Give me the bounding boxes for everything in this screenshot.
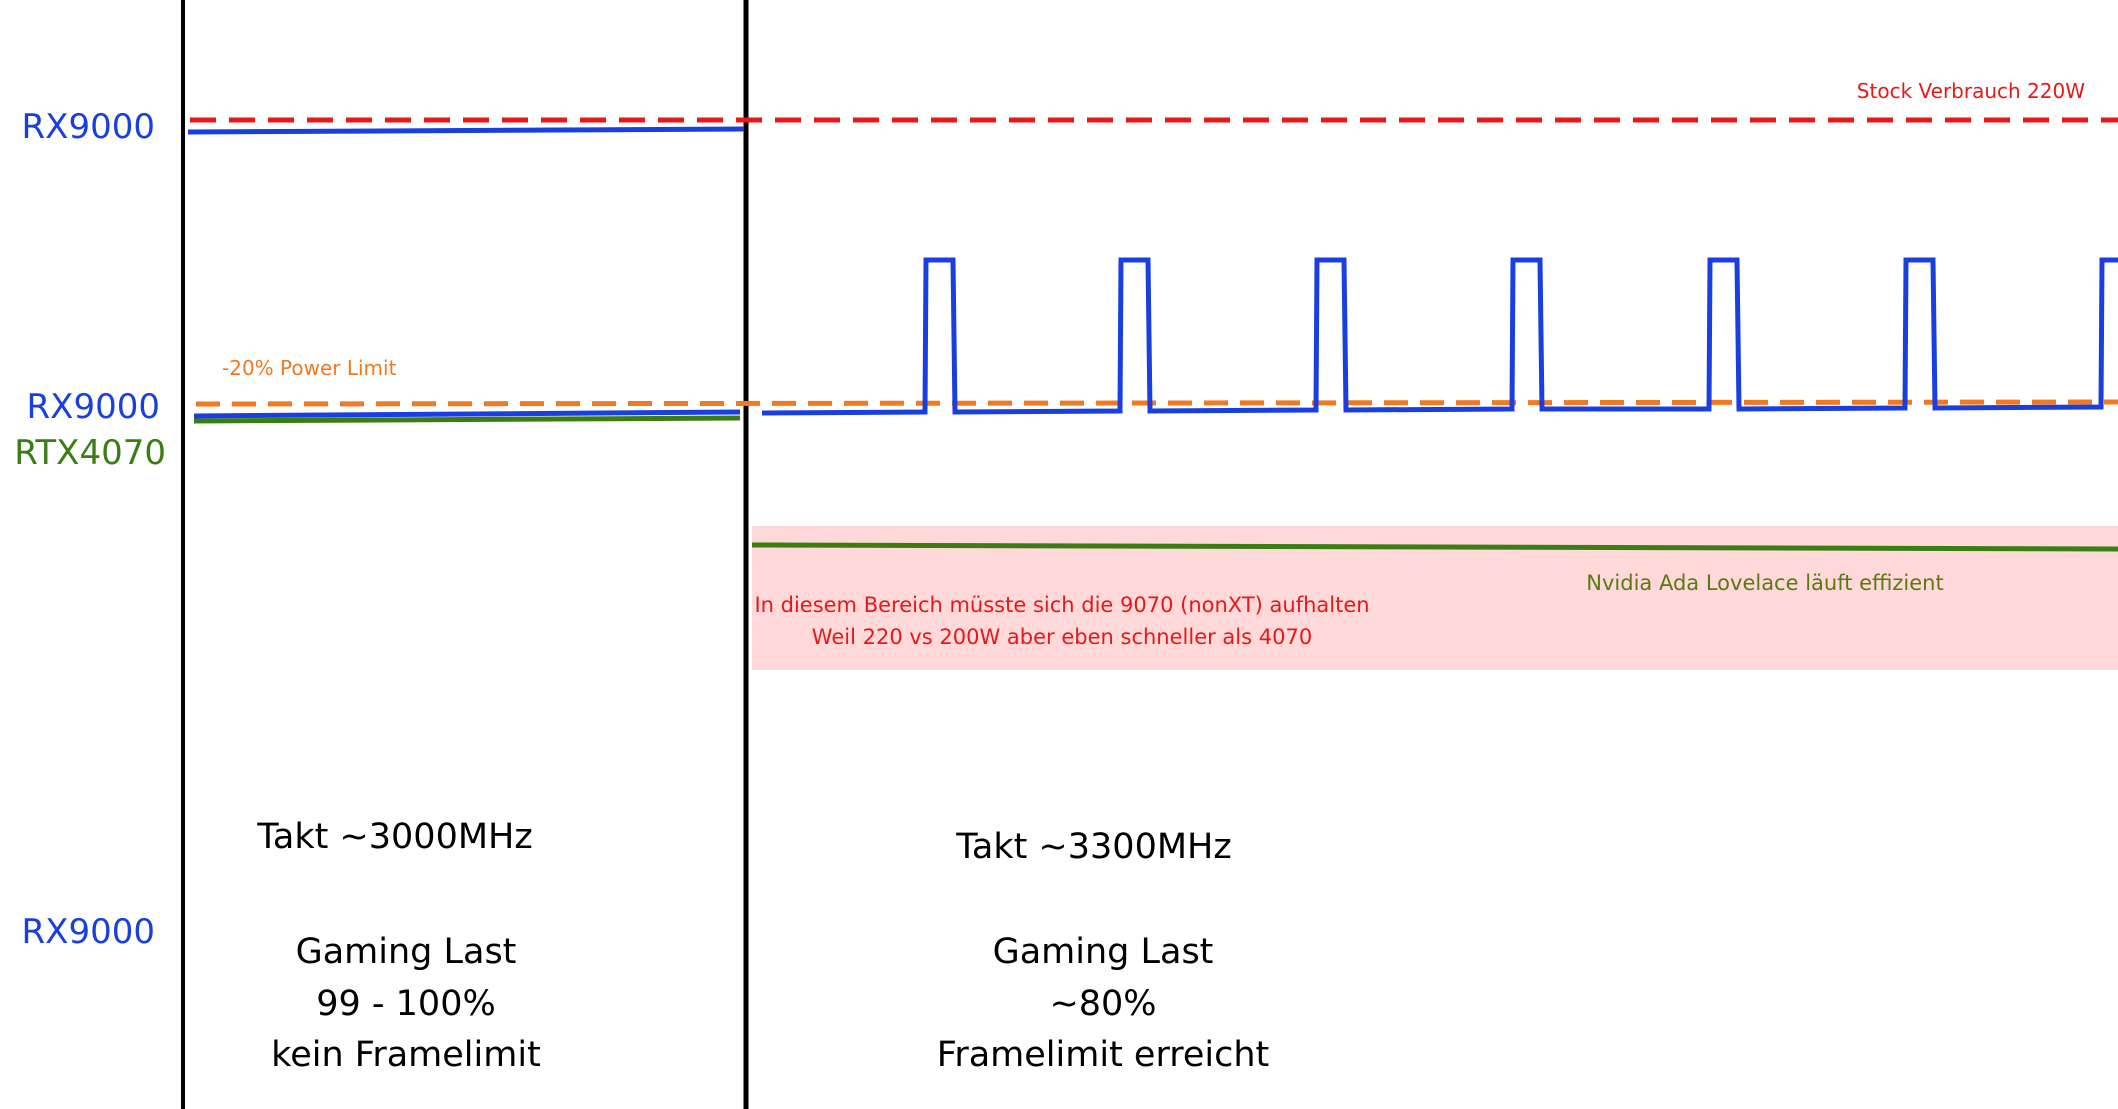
rtx4070-line	[193, 415, 741, 424]
left-frame-note: kein Framelimit	[271, 1035, 541, 1075]
left-panel-info: Takt ~3000MHz Gaming Last 99 - 100% kein…	[256, 817, 541, 1075]
power-limit-line	[195, 399, 2118, 407]
region-text-line2: Weil 220 vs 200W aber eben schneller als…	[812, 625, 1312, 649]
right-frame-note: Framelimit erreicht	[937, 1035, 1270, 1075]
nvidia-note: Nvidia Ada Lovelace läuft effizient	[1586, 571, 1943, 595]
stock-power-label: Stock Verbrauch 220W	[1857, 79, 2085, 103]
power-limit-label: -20% Power Limit	[222, 356, 397, 380]
right-load-title: Gaming Last	[993, 932, 1214, 972]
label-rx9000-top: RX9000	[22, 107, 155, 147]
right-panel-info: Takt ~3300MHz Gaming Last ~80% Framelimi…	[937, 827, 1270, 1075]
left-load-value: 99 - 100%	[316, 984, 495, 1024]
label-rx9000-mid: RX9000	[27, 387, 160, 427]
label-rtx4070: RTX4070	[14, 433, 166, 473]
label-rx9000-bottom: RX9000	[22, 912, 155, 952]
rtx4070-efficient-line	[751, 542, 2118, 552]
rx9000-full-load-line	[187, 126, 745, 135]
right-load-value: ~80%	[1049, 984, 1156, 1024]
right-clock: Takt ~3300MHz	[955, 827, 1231, 867]
rx9000-limited-line	[193, 409, 741, 419]
rx9000-framelimit-spikes	[761, 257, 2118, 416]
region-text-line1: In diesem Bereich müsste sich die 9070 (…	[754, 593, 1369, 617]
left-load-title: Gaming Last	[296, 932, 517, 972]
left-clock: Takt ~3000MHz	[256, 817, 532, 857]
